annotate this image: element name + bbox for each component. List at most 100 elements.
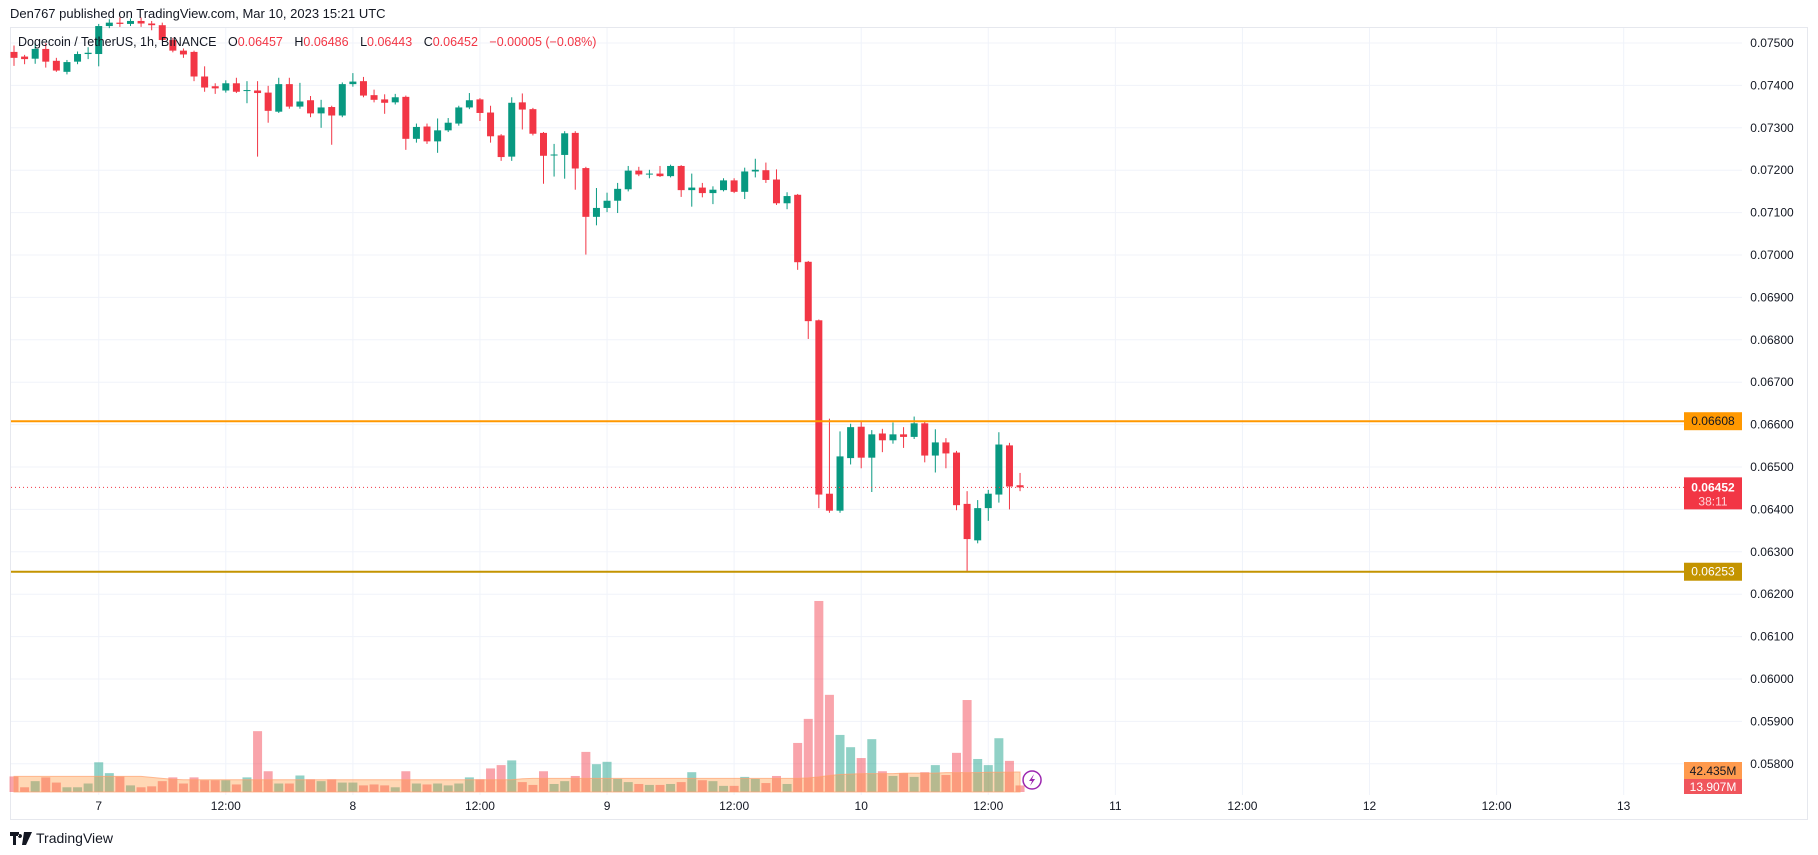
candle-down — [921, 423, 929, 456]
volume-bar — [899, 773, 909, 792]
volume-bar — [824, 694, 834, 792]
open-label: O — [227, 35, 238, 49]
volume-bar — [210, 780, 220, 792]
volume-bar — [464, 777, 474, 792]
volume-bar — [157, 781, 167, 792]
candle-down — [1005, 445, 1013, 487]
time-axis-label: 12:00 — [973, 799, 1003, 813]
candle-down — [148, 23, 156, 26]
candle-up — [614, 188, 622, 201]
candle-down — [10, 51, 18, 58]
candle-up — [931, 442, 939, 456]
candle-down — [963, 503, 971, 540]
lightning-bolt-icon — [1029, 774, 1036, 786]
volume-bar — [560, 781, 570, 792]
countdown-label: 38:11 — [1698, 494, 1727, 508]
candle-up — [624, 170, 632, 190]
candle-up — [550, 154, 558, 156]
level-price-label: 0.06253 — [1691, 565, 1735, 579]
price-axis-label: 0.06900 — [1750, 290, 1794, 304]
candle-down — [794, 194, 802, 263]
volume-bar — [125, 785, 135, 792]
time-axis-label: 12 — [1363, 799, 1377, 813]
price-axis-label: 0.05900 — [1750, 714, 1794, 728]
volume-bar — [221, 780, 231, 792]
low-label: L — [360, 35, 368, 49]
volume-bar — [676, 782, 686, 792]
time-axis-label: 12:00 — [719, 799, 749, 813]
volume-bar — [178, 783, 188, 792]
volume-bar — [835, 734, 845, 792]
candle-down — [677, 165, 685, 191]
volume-bar — [443, 785, 453, 792]
volume-bar — [666, 783, 676, 792]
volume-bar — [41, 777, 51, 792]
candle-down — [942, 442, 950, 454]
candle-up — [889, 434, 897, 441]
volume-bar — [803, 718, 813, 792]
price-axis-label: 0.07400 — [1750, 78, 1794, 92]
volume-bar — [390, 787, 400, 792]
time-axis-label: 11 — [1109, 799, 1122, 813]
candle-down — [116, 22, 124, 24]
price-axis-label: 0.06600 — [1750, 418, 1794, 432]
candle-up — [561, 133, 569, 155]
volume-bar — [750, 778, 760, 792]
tradingview-logo-icon — [10, 831, 32, 845]
candle-down — [21, 56, 29, 60]
candle-up — [592, 207, 600, 217]
candle-down — [825, 493, 833, 511]
volume-bar — [189, 777, 199, 792]
candle-down — [698, 187, 706, 194]
tradingview-logo[interactable]: TradingView — [10, 830, 113, 846]
volume-bar — [263, 771, 273, 792]
candle-down — [900, 434, 908, 437]
symbol-legend: Dogecoin / TetherUS, 1h, BINANCE O 0.0645… — [18, 35, 596, 49]
volume-bar — [539, 771, 548, 792]
candle-up — [444, 122, 452, 131]
volume-bar — [253, 731, 263, 792]
candle-up — [74, 54, 82, 62]
change-value: −0.00005 (−0.08%) — [489, 35, 597, 49]
price-axis-label: 0.07100 — [1750, 206, 1794, 220]
volume-bar — [962, 700, 972, 792]
volume-bar — [623, 782, 633, 792]
close-value: 0.06452 — [432, 35, 478, 49]
volume-bar — [602, 761, 612, 792]
candle-down — [201, 76, 209, 88]
candle-up — [391, 97, 399, 103]
price-axis-label: 0.06000 — [1750, 672, 1794, 686]
candle-down — [953, 452, 961, 506]
candle-up — [338, 84, 346, 116]
candle-down — [328, 107, 336, 116]
chart-pane[interactable] — [10, 27, 1808, 820]
close-label: C — [423, 35, 433, 49]
price-axis-label: 0.05800 — [1750, 757, 1794, 771]
price-axis-label: 0.06200 — [1750, 587, 1794, 601]
volume-bar — [930, 765, 940, 792]
volume-bar — [94, 762, 104, 792]
candle-down — [529, 109, 537, 134]
candle-down — [381, 99, 389, 103]
candle-up — [296, 101, 304, 107]
volume-last-tag — [1684, 779, 1742, 794]
volume-bar — [337, 782, 347, 792]
price-axis-label: 0.07500 — [1750, 36, 1794, 50]
volume-bar — [846, 747, 856, 792]
symbol-title[interactable]: Dogecoin / TetherUS, 1h, BINANCE — [18, 35, 217, 49]
candle-up — [222, 83, 230, 91]
candle-up — [688, 187, 696, 191]
volume-bar — [284, 783, 294, 792]
candle-down — [179, 50, 187, 55]
volume-bar — [941, 775, 951, 792]
price-axis-label: 0.06700 — [1750, 375, 1794, 389]
volume-bar — [549, 783, 559, 792]
volume-bar — [729, 785, 739, 792]
candle-down — [232, 83, 240, 92]
candle-down — [476, 99, 484, 113]
candle-up — [984, 493, 992, 509]
candle-up — [243, 90, 251, 92]
price-axis-label: 0.06400 — [1750, 502, 1794, 516]
candle-down — [772, 179, 780, 204]
